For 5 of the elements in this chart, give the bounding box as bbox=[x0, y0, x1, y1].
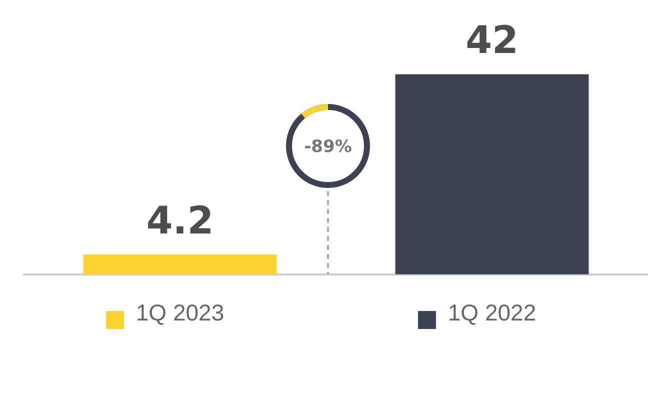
x-tick-label: 1Q 2022 bbox=[448, 300, 536, 326]
data-label: 4.2 bbox=[146, 198, 214, 242]
annotation: -89% bbox=[304, 137, 352, 157]
data-label: 42 bbox=[466, 18, 518, 62]
x-tick-label: 1Q 2023 bbox=[136, 300, 224, 326]
